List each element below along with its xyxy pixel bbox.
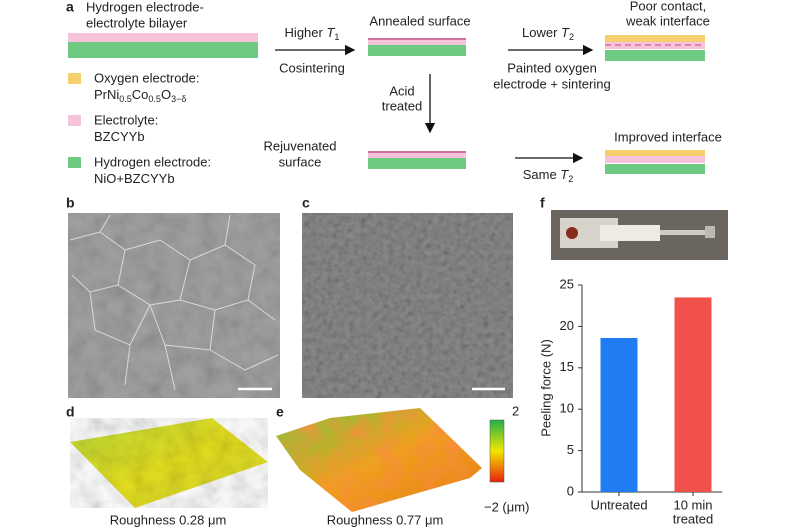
y-tick-label: 25 xyxy=(560,276,574,291)
layer xyxy=(368,45,466,56)
caption: Poor contact, xyxy=(630,0,707,13)
panel-label: e xyxy=(276,404,284,420)
y-tick-label: 20 xyxy=(560,318,574,333)
y-axis-label: Peeling force (N) xyxy=(538,339,553,437)
panel-label: f xyxy=(540,195,545,211)
roughness-label: Roughness 0.28 μm xyxy=(110,512,227,527)
sem-image xyxy=(68,213,280,398)
legend-swatch xyxy=(68,157,81,168)
layer xyxy=(68,33,258,42)
surface-map xyxy=(70,418,268,508)
bar xyxy=(600,337,638,492)
x-tick-label: Untreated xyxy=(590,497,647,512)
surface-map xyxy=(276,408,482,512)
layer xyxy=(368,40,466,45)
legend-formula: NiO+BZCYYb xyxy=(94,171,175,186)
photo xyxy=(551,210,728,260)
colorbar xyxy=(489,419,505,483)
layer xyxy=(605,156,705,163)
step-label: Cosintering xyxy=(279,60,345,75)
y-tick-label: 15 xyxy=(560,359,574,374)
caption: weak interface xyxy=(625,13,710,28)
layer xyxy=(368,153,466,158)
step-label: treated xyxy=(382,98,422,113)
legend-label: Electrolyte: xyxy=(94,112,158,127)
legend-swatch xyxy=(68,73,81,84)
step-label: Acid xyxy=(389,83,414,98)
y-tick-label: 0 xyxy=(567,483,574,498)
caption: Rejuvenated xyxy=(264,138,337,153)
y-tick-label: 5 xyxy=(567,442,574,457)
colorbar-label: 2 xyxy=(512,403,519,418)
layer xyxy=(605,164,705,174)
panel-label: a xyxy=(66,0,74,15)
x-tick-label: 10 min xyxy=(673,497,712,512)
step-label: Same T2 xyxy=(523,167,574,184)
y-tick-label: 10 xyxy=(560,401,574,416)
layer xyxy=(68,42,258,58)
panel-label: c xyxy=(302,195,310,211)
sem-image xyxy=(302,213,513,398)
layer xyxy=(368,158,466,169)
step-label: Painted oxygen xyxy=(507,60,597,75)
bar-chart: Peeling force (N) 0 5 10 15 20 25 Untreated 10 … xyxy=(538,276,722,526)
layer xyxy=(605,50,705,61)
caption: surface xyxy=(279,154,322,169)
grain-boundaries xyxy=(69,214,279,391)
legend-label: Oxygen electrode: xyxy=(94,70,200,85)
step-label: Higher T1 xyxy=(285,25,340,42)
x-tick-label: treated xyxy=(673,511,713,526)
step-label: electrode + sintering xyxy=(493,76,610,91)
step-label: Lower T2 xyxy=(522,25,574,42)
legend-swatch xyxy=(68,115,81,126)
layer xyxy=(605,35,705,42)
legend-formula: PrNi0.5Co0.5O3−δ xyxy=(94,87,186,104)
colorbar-label: −2 (μm) xyxy=(484,499,529,514)
layer-stacks xyxy=(68,33,705,174)
caption: Hydrogen electrode- xyxy=(86,0,204,14)
panel-label: d xyxy=(66,404,75,420)
bar xyxy=(674,297,712,492)
caption: Improved interface xyxy=(614,129,722,144)
legend-label: Hydrogen electrode: xyxy=(94,154,211,169)
legend-formula: BZCYYb xyxy=(94,129,145,144)
panel-label: b xyxy=(66,195,75,211)
roughness-label: Roughness 0.77 μm xyxy=(327,512,444,527)
caption: electrolyte bilayer xyxy=(86,15,188,30)
caption: Annealed surface xyxy=(369,13,470,28)
layer xyxy=(605,150,705,156)
legend: Oxygen electrode: PrNi0.5Co0.5O3−δ Electro… xyxy=(68,70,211,186)
